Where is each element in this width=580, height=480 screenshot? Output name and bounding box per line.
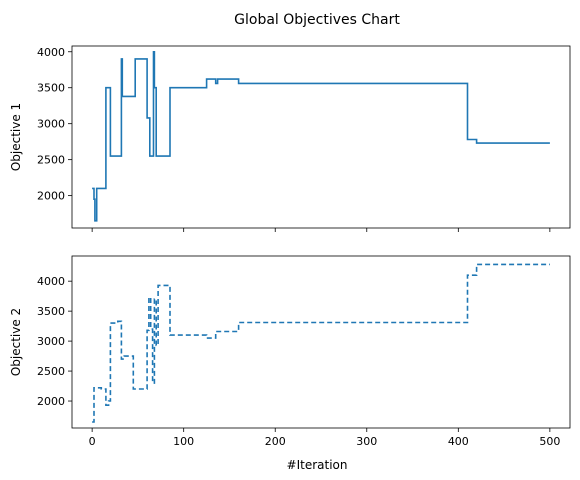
y-tick-label-2-4: 4000 xyxy=(37,275,65,288)
series-line-1-1 xyxy=(92,50,550,222)
plot-frame-2 xyxy=(71,255,571,429)
y-tick-label-1-3: 3500 xyxy=(37,82,65,95)
y-tick-label-2-2: 3000 xyxy=(37,335,65,348)
x-tick-label-0: 0 xyxy=(89,435,96,448)
plot-frame-1 xyxy=(71,45,571,229)
y-tick-label-1-2: 3000 xyxy=(37,118,65,131)
y-tick-label-2-3: 3500 xyxy=(37,305,65,318)
y-tick-label-1-1: 2500 xyxy=(37,154,65,167)
x-axis-label: #Iteration xyxy=(287,458,348,472)
x-tick-label-3: 300 xyxy=(356,435,377,448)
y-axis-label-2: Objective 2 xyxy=(9,308,23,376)
x-tick-label-1: 100 xyxy=(173,435,194,448)
series-line-2-1 xyxy=(92,263,550,423)
x-tick-label-4: 400 xyxy=(448,435,469,448)
x-tick-label-5: 500 xyxy=(539,435,560,448)
y-tick-label-2-0: 2000 xyxy=(37,395,65,408)
y-tick-label-1-0: 2000 xyxy=(37,190,65,203)
y-tick-label-2-1: 2500 xyxy=(37,365,65,378)
y-tick-label-1-4: 4000 xyxy=(37,46,65,59)
x-tick-label-2: 200 xyxy=(265,435,286,448)
chart-title: Global Objectives Chart xyxy=(234,12,400,28)
y-axis-label-1: Objective 1 xyxy=(9,103,23,171)
